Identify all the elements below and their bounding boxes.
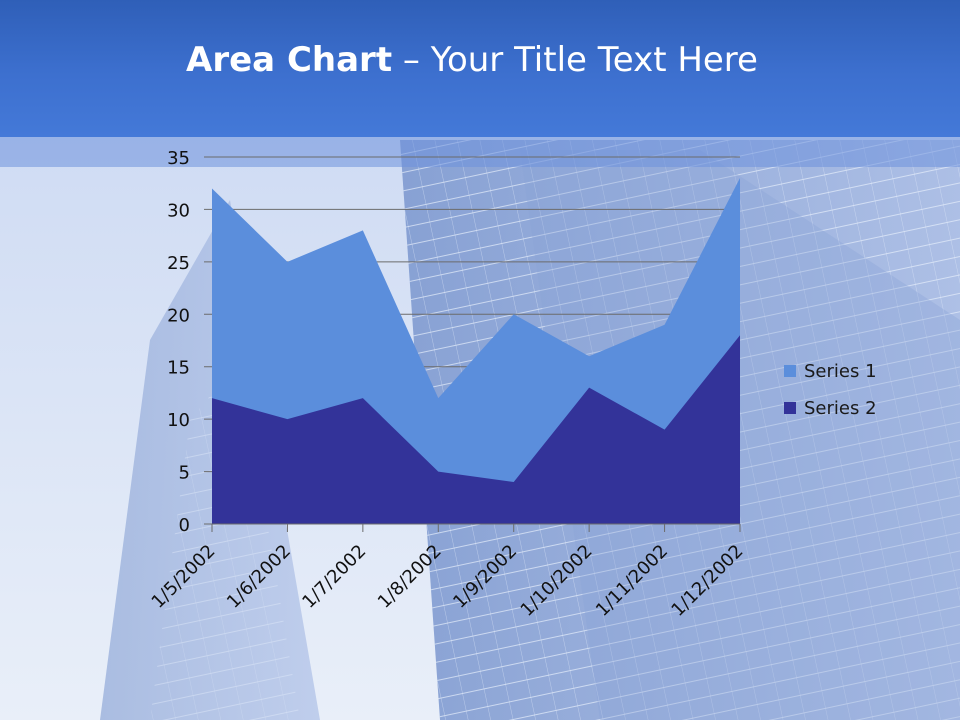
y-tick-label: 35 <box>167 148 190 169</box>
x-tick-label: 1/10/2002 <box>517 541 597 621</box>
x-tick-label: 1/6/2002 <box>223 541 295 613</box>
y-tick-label: 15 <box>167 358 190 379</box>
legend-swatch-series-2 <box>784 402 796 414</box>
y-tick-label: 20 <box>167 305 190 326</box>
x-tick-label: 1/5/2002 <box>148 541 220 613</box>
y-tick-label: 0 <box>179 515 190 536</box>
slide-title-bold: Area Chart <box>186 40 393 80</box>
y-tick-label: 10 <box>167 410 190 431</box>
legend-label-series-2: Series 2 <box>804 397 877 419</box>
legend-item-series-2: Series 2 <box>784 395 934 421</box>
legend-item-series-1: Series 1 <box>784 358 934 384</box>
legend-swatch-series-1 <box>784 365 796 377</box>
y-tick-label: 30 <box>167 200 190 221</box>
chart-legend: Series 1 Series 2 <box>784 358 934 432</box>
title-bar <box>0 0 960 137</box>
x-tick-label: 1/8/2002 <box>374 541 446 613</box>
y-tick-label: 5 <box>179 463 190 484</box>
area-series-2 <box>212 335 740 524</box>
y-tick-label: 25 <box>167 253 190 274</box>
slide-title[interactable]: Area Chart – Your Title Text Here <box>0 40 944 80</box>
x-tick-label: 1/7/2002 <box>298 541 370 613</box>
x-tick-label: 1/9/2002 <box>449 541 521 613</box>
x-tick-label: 1/11/2002 <box>592 541 672 621</box>
x-tick-label: 1/12/2002 <box>667 541 747 621</box>
slide-title-rest: – Your Title Text Here <box>392 40 758 80</box>
title-sub-band <box>0 137 960 167</box>
legend-label-series-1: Series 1 <box>804 360 877 382</box>
